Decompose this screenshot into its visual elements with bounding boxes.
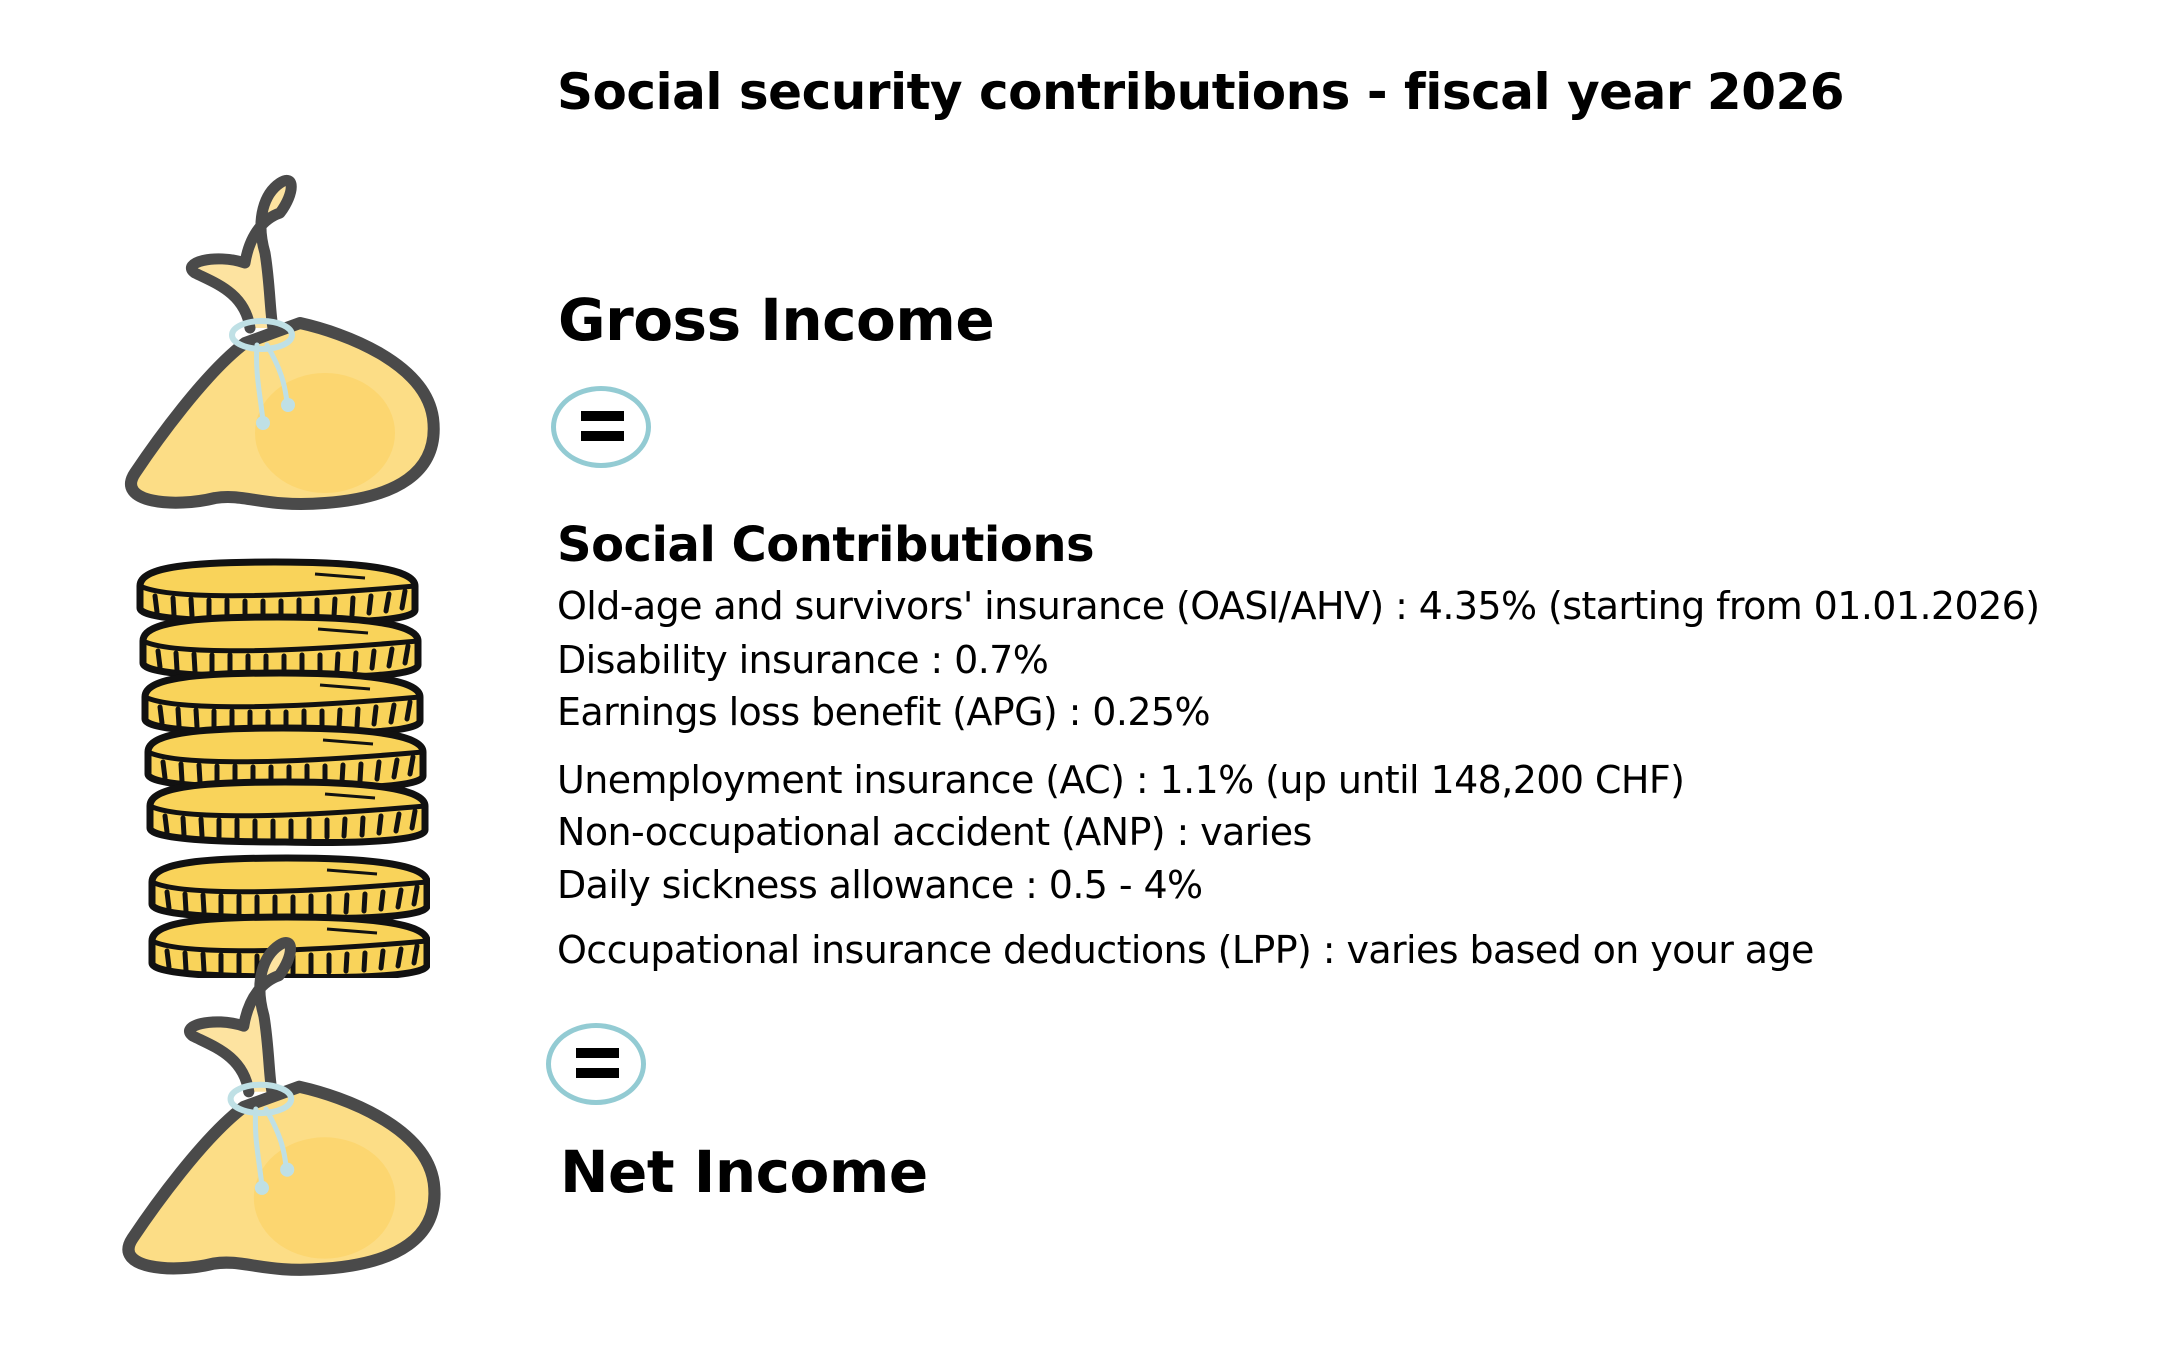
coin-stack-icon bbox=[135, 558, 430, 978]
contribution-item-sickness: Daily sickness allowance : 0.5 - 4% bbox=[557, 863, 1203, 907]
contribution-item-oasi: Old-age and survivors' insurance (OASI/A… bbox=[557, 584, 2040, 628]
equals-icon bbox=[551, 386, 651, 468]
equals-icon bbox=[546, 1023, 646, 1105]
equals-bar-bottom bbox=[581, 431, 624, 441]
contribution-item-unemployment: Unemployment insurance (AC) : 1.1% (up u… bbox=[557, 758, 1685, 802]
gross-income-label: Gross Income bbox=[558, 286, 995, 354]
contribution-item-disability: Disability insurance : 0.7% bbox=[557, 638, 1049, 682]
contribution-item-apg: Earnings loss benefit (APG) : 0.25% bbox=[557, 690, 1211, 734]
social-contributions-heading: Social Contributions bbox=[557, 517, 1095, 573]
equals-bar-top bbox=[581, 411, 624, 421]
money-bag-icon bbox=[92, 925, 448, 1295]
contribution-item-lpp: Occupational insurance deductions (LPP) … bbox=[557, 928, 1814, 972]
money-bag-icon bbox=[95, 163, 447, 529]
equals-bar-bottom bbox=[576, 1068, 619, 1078]
equals-bar-top bbox=[576, 1048, 619, 1058]
page-title: Social security contributions - fiscal y… bbox=[557, 63, 1845, 121]
net-income-label: Net Income bbox=[560, 1138, 928, 1206]
contribution-item-anp: Non-occupational accident (ANP) : varies bbox=[557, 810, 1312, 854]
